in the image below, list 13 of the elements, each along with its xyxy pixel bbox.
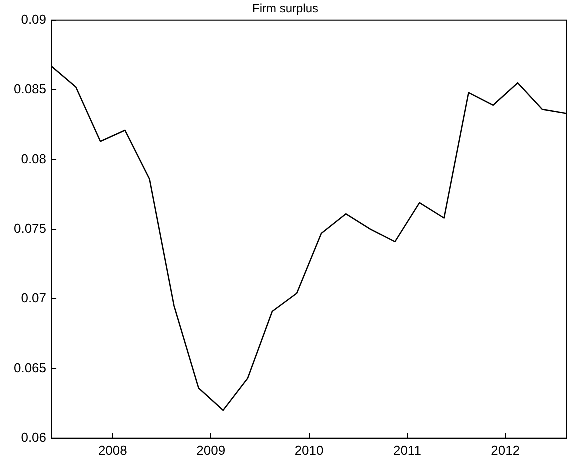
y-tick-label: 0.06 [21,430,47,445]
x-tick-label: 2011 [393,442,422,458]
y-tick-label: 0.07 [21,290,47,306]
y-tick-label: 0.085 [14,82,47,97]
y-tick-label: 0.08 [21,151,47,166]
y-tick-label: 0.09 [21,12,47,27]
x-tick-label: 2010 [294,442,324,458]
x-tick-label: 2012 [491,442,520,458]
y-tick-label: 0.075 [14,220,47,236]
x-tick-label: 2009 [196,442,226,458]
x-tick-label: 2008 [98,442,128,458]
chart-title: Firm surplus [252,2,319,16]
y-tick-label: 0.065 [14,360,47,376]
